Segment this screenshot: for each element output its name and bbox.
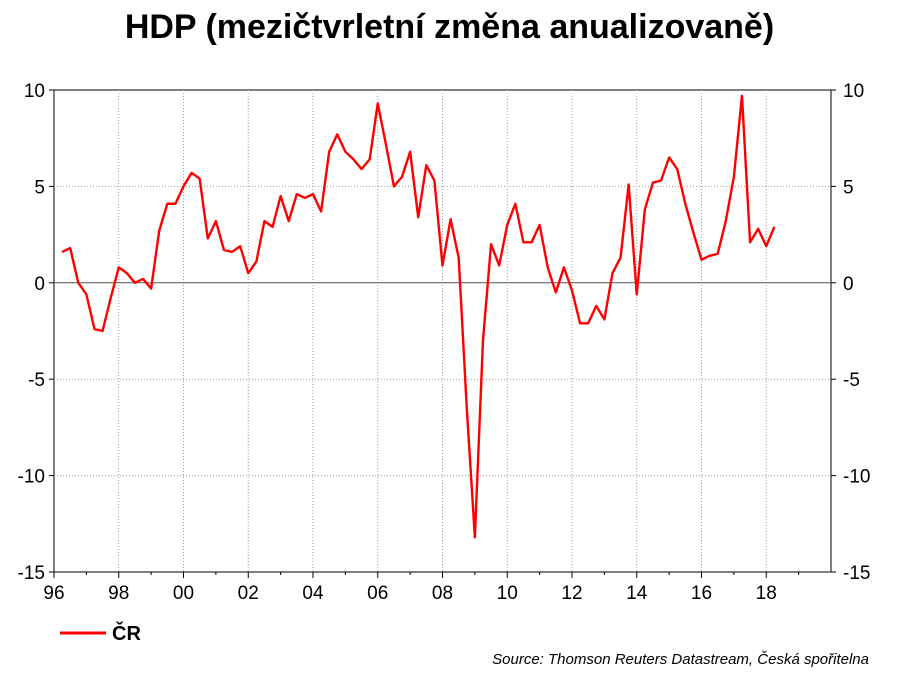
y-tick-label-right: -5 <box>843 370 860 391</box>
y-tick-label-left: -5 <box>28 370 45 391</box>
x-tick-label: 10 <box>497 583 518 604</box>
x-tick-label: 04 <box>302 583 324 604</box>
chart-title: HDP (mezičtvrletní změna anualizovaně) <box>124 8 775 46</box>
source-note: Source: Thomson Reuters Datastream, Česk… <box>492 651 869 668</box>
x-tick-label: 96 <box>43 583 64 604</box>
y-tick-label-right: 10 <box>843 81 864 102</box>
y-tick-label-right: 0 <box>843 274 854 295</box>
x-tick-label: 02 <box>238 583 259 604</box>
y-tick-label-right: 5 <box>843 177 854 198</box>
y-tick-label-right: -10 <box>843 467 870 488</box>
y-tick-label-left: 0 <box>34 274 45 295</box>
x-tick-label: 16 <box>691 583 712 604</box>
legend: ČR <box>60 621 141 645</box>
x-tick-label: 18 <box>756 583 777 604</box>
y-tick-label-left: -15 <box>18 563 45 584</box>
y-tick-label-left: 10 <box>24 81 45 102</box>
x-tick-label: 12 <box>561 583 582 604</box>
x-tick-label: 06 <box>367 583 388 604</box>
legend-label-cr: ČR <box>112 621 141 645</box>
y-tick-label-left: -10 <box>18 467 45 488</box>
series-line-cr <box>61 94 776 539</box>
y-tick-label-left: 5 <box>34 177 45 198</box>
x-tick-label: 14 <box>626 583 648 604</box>
x-tick-label: 00 <box>173 583 194 604</box>
y-tick-label-right: -15 <box>843 563 870 584</box>
x-tick-label: 08 <box>432 583 453 604</box>
series-layer <box>61 94 776 539</box>
grid-lines <box>54 90 831 572</box>
x-tick-label: 98 <box>108 583 129 604</box>
